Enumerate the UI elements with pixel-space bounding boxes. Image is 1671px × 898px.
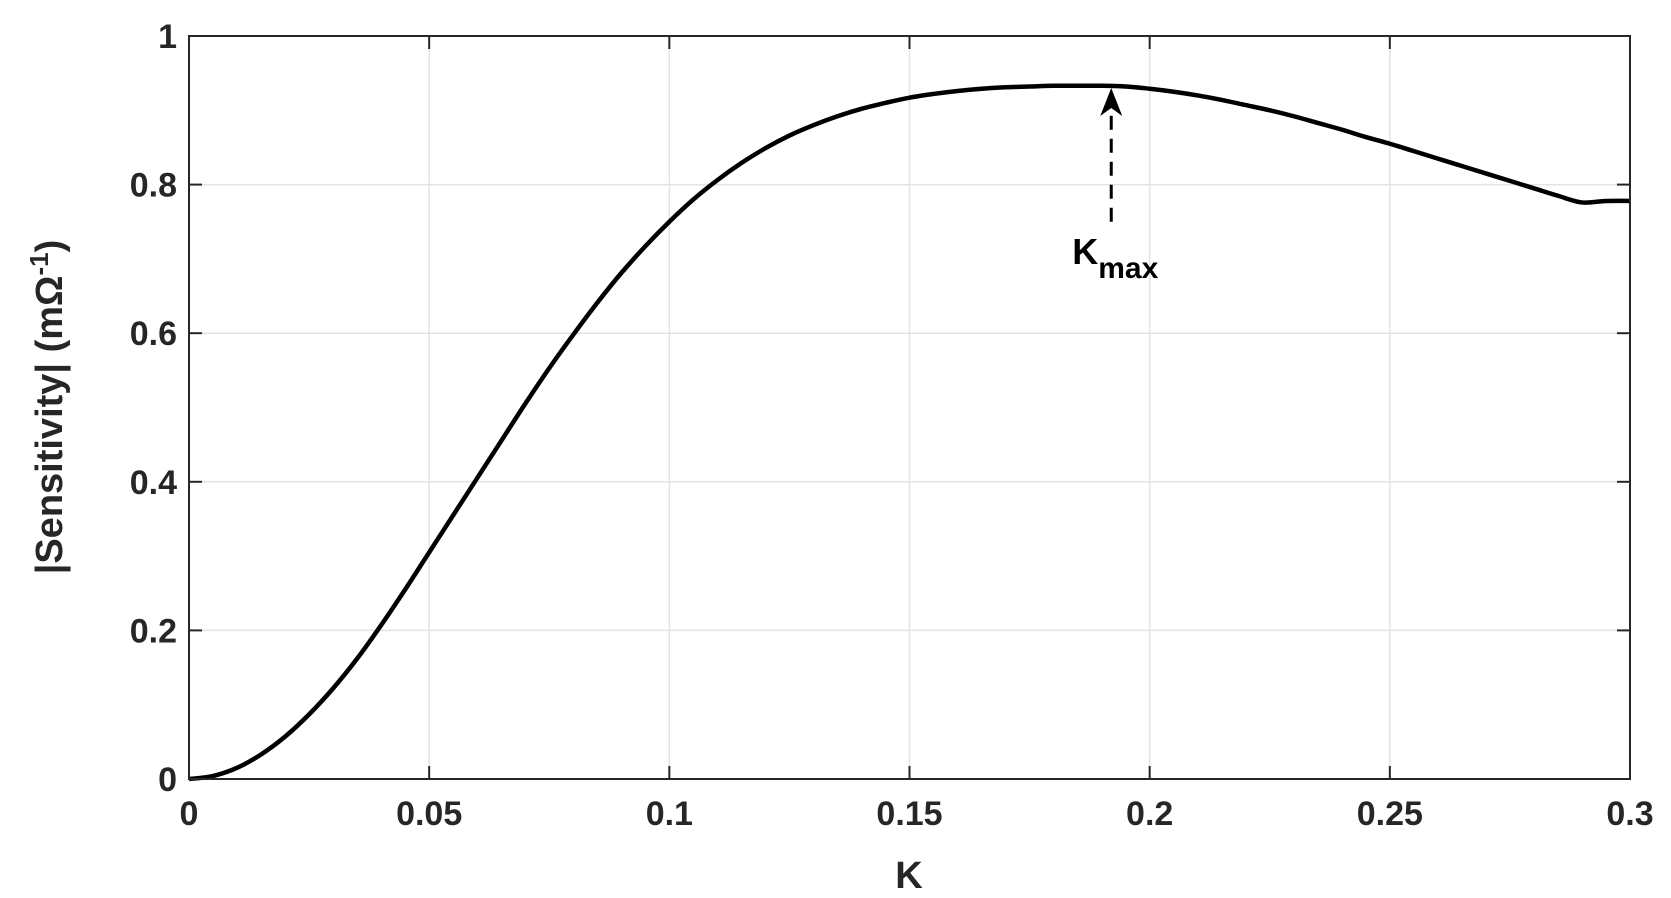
- y-axis-title: |Sensitivity| (mΩ-1): [24, 240, 71, 575]
- x-tick-label: 0.3: [1606, 795, 1653, 833]
- kmax-label-subscript: max: [1098, 252, 1158, 285]
- sensitivity-curve: [188, 83, 1631, 782]
- x-tick-label: 0: [180, 795, 199, 833]
- x-tick-label: 0.25: [1357, 795, 1423, 833]
- x-tick-label: 0.1: [646, 795, 693, 833]
- y-axis-title-close: ): [29, 240, 71, 253]
- kmax-arrow-head: [1100, 88, 1123, 117]
- y-axis-title-superscript: -1: [24, 252, 54, 275]
- y-tick-labels: 0 0.2 0.4 0.6 0.8 1: [130, 18, 177, 799]
- y-axis-title-main: |Sensitivity| (mΩ: [29, 275, 71, 574]
- kmax-label: Kmax: [1072, 231, 1158, 285]
- x-tick-label: 0.05: [396, 795, 462, 833]
- y-tick-label: 1: [158, 18, 177, 56]
- y-tick-label: 0.8: [130, 167, 177, 205]
- y-tick-label: 0.4: [130, 464, 177, 502]
- kmax-annotation: Kmax: [1072, 88, 1159, 285]
- x-tick-label: 0.15: [876, 795, 942, 833]
- y-tick-label: 0.2: [130, 612, 177, 650]
- x-tick-label: 0.2: [1126, 795, 1173, 833]
- axis-ticks: [188, 35, 1631, 780]
- x-axis-title: K: [895, 855, 923, 897]
- kmax-label-main: K: [1072, 231, 1098, 272]
- y-tick-label: 0.6: [130, 315, 177, 353]
- y-tick-label: 0: [158, 761, 177, 799]
- series-layer: [188, 83, 1631, 782]
- x-tick-labels: 0 0.05 0.1 0.15 0.2 0.25 0.3: [180, 795, 1654, 833]
